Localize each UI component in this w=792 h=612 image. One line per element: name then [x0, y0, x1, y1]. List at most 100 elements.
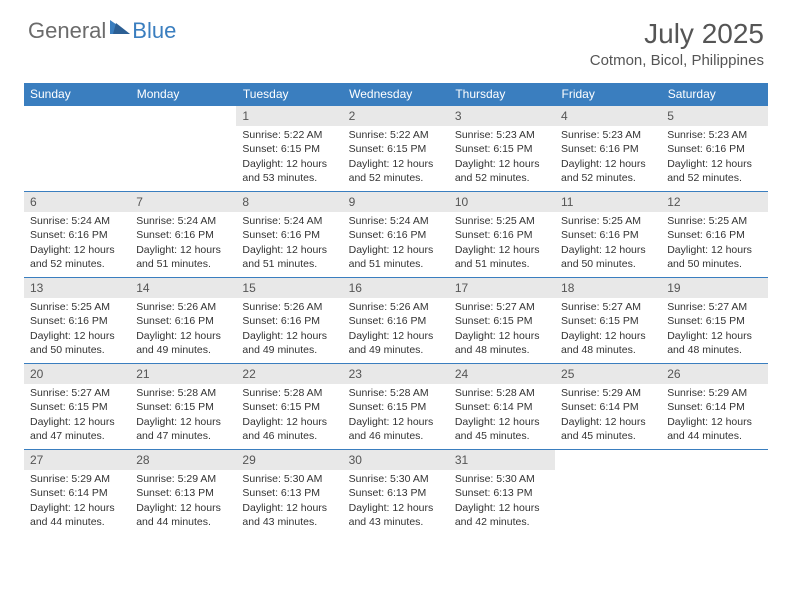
- day-cell: 24Sunrise: 5:28 AMSunset: 6:14 PMDayligh…: [449, 363, 555, 449]
- day-number: 9: [343, 191, 449, 212]
- day-cell: 5Sunrise: 5:23 AMSunset: 6:16 PMDaylight…: [661, 105, 767, 191]
- location: Cotmon, Bicol, Philippines: [590, 52, 764, 69]
- day-body: Sunrise: 5:24 AMSunset: 6:16 PMDaylight:…: [24, 212, 130, 275]
- day-body: Sunrise: 5:22 AMSunset: 6:15 PMDaylight:…: [236, 126, 342, 189]
- sunrise-line: Sunrise: 5:22 AM: [349, 128, 443, 142]
- daylight-line: Daylight: 12 hours and 48 minutes.: [561, 329, 655, 357]
- day-cell: 3Sunrise: 5:23 AMSunset: 6:15 PMDaylight…: [449, 105, 555, 191]
- sunrise-line: Sunrise: 5:28 AM: [455, 386, 549, 400]
- sunrise-line: Sunrise: 5:22 AM: [242, 128, 336, 142]
- sunrise-line: Sunrise: 5:23 AM: [667, 128, 761, 142]
- sunset-line: Sunset: 6:15 PM: [455, 142, 549, 156]
- daylight-line: Daylight: 12 hours and 44 minutes.: [30, 501, 124, 529]
- daylight-line: Daylight: 12 hours and 42 minutes.: [455, 501, 549, 529]
- daylight-line: Daylight: 12 hours and 48 minutes.: [667, 329, 761, 357]
- day-cell: 30Sunrise: 5:30 AMSunset: 6:13 PMDayligh…: [343, 449, 449, 535]
- day-cell: 11Sunrise: 5:25 AMSunset: 6:16 PMDayligh…: [555, 191, 661, 277]
- day-cell: [130, 105, 236, 191]
- sunset-line: Sunset: 6:13 PM: [349, 486, 443, 500]
- day-number: 18: [555, 277, 661, 298]
- daylight-line: Daylight: 12 hours and 51 minutes.: [242, 243, 336, 271]
- daylight-line: Daylight: 12 hours and 53 minutes.: [242, 157, 336, 185]
- day-number: 19: [661, 277, 767, 298]
- sunset-line: Sunset: 6:16 PM: [136, 228, 230, 242]
- day-cell: 8Sunrise: 5:24 AMSunset: 6:16 PMDaylight…: [236, 191, 342, 277]
- daylight-line: Daylight: 12 hours and 50 minutes.: [561, 243, 655, 271]
- day-body: Sunrise: 5:28 AMSunset: 6:15 PMDaylight:…: [343, 384, 449, 447]
- day-body: Sunrise: 5:30 AMSunset: 6:13 PMDaylight:…: [449, 470, 555, 533]
- sunset-line: Sunset: 6:14 PM: [30, 486, 124, 500]
- sunset-line: Sunset: 6:16 PM: [349, 314, 443, 328]
- sunset-line: Sunset: 6:15 PM: [242, 400, 336, 414]
- logo: General Blue: [28, 18, 176, 44]
- day-body: Sunrise: 5:29 AMSunset: 6:14 PMDaylight:…: [24, 470, 130, 533]
- day-number: 27: [24, 449, 130, 470]
- day-number: 3: [449, 105, 555, 126]
- day-cell: 23Sunrise: 5:28 AMSunset: 6:15 PMDayligh…: [343, 363, 449, 449]
- day-cell: 19Sunrise: 5:27 AMSunset: 6:15 PMDayligh…: [661, 277, 767, 363]
- day-number: 2: [343, 105, 449, 126]
- day-body: Sunrise: 5:22 AMSunset: 6:15 PMDaylight:…: [343, 126, 449, 189]
- day-body: Sunrise: 5:23 AMSunset: 6:16 PMDaylight:…: [555, 126, 661, 189]
- day-body: Sunrise: 5:25 AMSunset: 6:16 PMDaylight:…: [661, 212, 767, 275]
- logo-triangle-icon: [110, 18, 130, 39]
- daylight-line: Daylight: 12 hours and 44 minutes.: [667, 415, 761, 443]
- daylight-line: Daylight: 12 hours and 48 minutes.: [455, 329, 549, 357]
- weekday-header: Thursday: [449, 83, 555, 105]
- day-body: Sunrise: 5:29 AMSunset: 6:14 PMDaylight:…: [555, 384, 661, 447]
- calendar-body: 1Sunrise: 5:22 AMSunset: 6:15 PMDaylight…: [24, 105, 768, 535]
- day-body: Sunrise: 5:28 AMSunset: 6:15 PMDaylight:…: [236, 384, 342, 447]
- sunrise-line: Sunrise: 5:29 AM: [667, 386, 761, 400]
- day-number: 6: [24, 191, 130, 212]
- day-number: 24: [449, 363, 555, 384]
- daylight-line: Daylight: 12 hours and 44 minutes.: [136, 501, 230, 529]
- daylight-line: Daylight: 12 hours and 45 minutes.: [561, 415, 655, 443]
- sunrise-line: Sunrise: 5:24 AM: [30, 214, 124, 228]
- sunset-line: Sunset: 6:16 PM: [30, 314, 124, 328]
- sunrise-line: Sunrise: 5:26 AM: [242, 300, 336, 314]
- sunrise-line: Sunrise: 5:24 AM: [136, 214, 230, 228]
- day-body: Sunrise: 5:28 AMSunset: 6:15 PMDaylight:…: [130, 384, 236, 447]
- sunset-line: Sunset: 6:15 PM: [667, 314, 761, 328]
- day-body: Sunrise: 5:25 AMSunset: 6:16 PMDaylight:…: [555, 212, 661, 275]
- day-number: 20: [24, 363, 130, 384]
- day-body: Sunrise: 5:23 AMSunset: 6:16 PMDaylight:…: [661, 126, 767, 189]
- day-body: Sunrise: 5:25 AMSunset: 6:16 PMDaylight:…: [24, 298, 130, 361]
- day-number: 30: [343, 449, 449, 470]
- day-cell: [661, 449, 767, 535]
- day-cell: 7Sunrise: 5:24 AMSunset: 6:16 PMDaylight…: [130, 191, 236, 277]
- sunset-line: Sunset: 6:13 PM: [455, 486, 549, 500]
- sunrise-line: Sunrise: 5:24 AM: [242, 214, 336, 228]
- sunrise-line: Sunrise: 5:29 AM: [30, 472, 124, 486]
- day-cell: 26 Sunrise: 5:29 AMSunset: 6:14 PMDayligh…: [661, 363, 767, 449]
- daylight-line: Daylight: 12 hours and 47 minutes.: [136, 415, 230, 443]
- sunset-line: Sunset: 6:14 PM: [667, 400, 761, 414]
- day-number: 15: [236, 277, 342, 298]
- day-number: 26: [661, 363, 767, 384]
- sunrise-line: Sunrise: 5:24 AM: [349, 214, 443, 228]
- day-number: 28: [130, 449, 236, 470]
- weekday-header: Monday: [130, 83, 236, 105]
- day-number: 25: [555, 363, 661, 384]
- day-number: 5: [661, 105, 767, 126]
- day-cell: [24, 105, 130, 191]
- day-body: Sunrise: 5:27 AMSunset: 6:15 PMDaylight:…: [661, 298, 767, 361]
- day-cell: 10Sunrise: 5:25 AMSunset: 6:16 PMDayligh…: [449, 191, 555, 277]
- sunset-line: Sunset: 6:16 PM: [242, 228, 336, 242]
- sunrise-line: Sunrise: 5:30 AM: [242, 472, 336, 486]
- month-title: July 2025: [590, 18, 764, 50]
- sunrise-line: Sunrise: 5:28 AM: [136, 386, 230, 400]
- daylight-line: Daylight: 12 hours and 43 minutes.: [349, 501, 443, 529]
- day-body: Sunrise: 5:27 AMSunset: 6:15 PMDaylight:…: [24, 384, 130, 447]
- daylight-line: Daylight: 12 hours and 50 minutes.: [667, 243, 761, 271]
- sunrise-line: Sunrise: 5:27 AM: [561, 300, 655, 314]
- day-number: 4: [555, 105, 661, 126]
- sunset-line: Sunset: 6:16 PM: [667, 142, 761, 156]
- day-body: Sunrise: 5:26 AMSunset: 6:16 PMDaylight:…: [236, 298, 342, 361]
- weekday-header: Wednesday: [343, 83, 449, 105]
- week-row: 1Sunrise: 5:22 AMSunset: 6:15 PMDaylight…: [24, 105, 768, 191]
- day-cell: 12Sunrise: 5:25 AMSunset: 6:16 PMDayligh…: [661, 191, 767, 277]
- weekday-header: Sunday: [24, 83, 130, 105]
- daylight-line: Daylight: 12 hours and 46 minutes.: [242, 415, 336, 443]
- title-block: July 2025 Cotmon, Bicol, Philippines: [590, 18, 764, 69]
